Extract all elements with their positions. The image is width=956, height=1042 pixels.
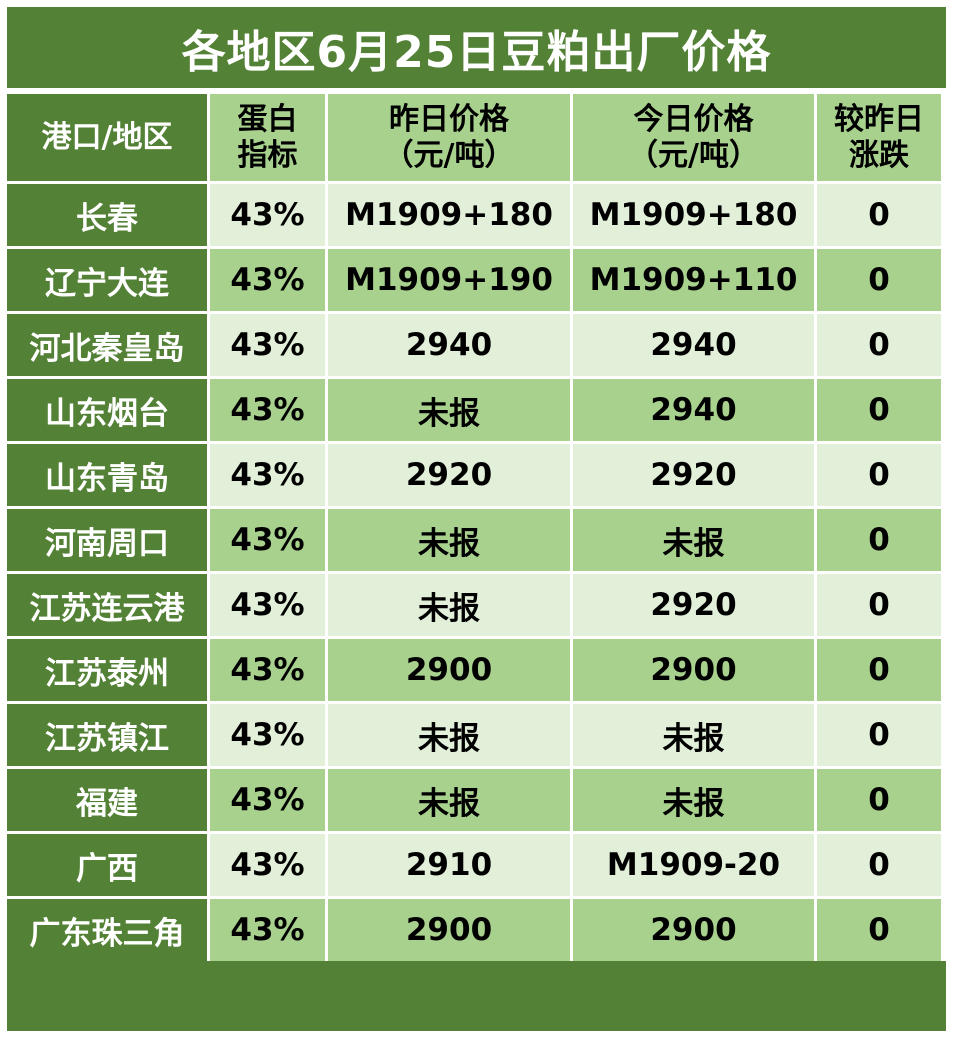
- today-price-cell: 2920: [573, 444, 814, 506]
- change-cell: 0: [817, 574, 941, 636]
- price-table: 港口/地区 蛋白 指标 昨日价格 （元/吨） 今日价格 （元/吨） 较昨日 涨跌…: [4, 91, 944, 964]
- yesterday-price-cell: 未报: [328, 379, 570, 441]
- today-price-cell: 2940: [573, 314, 814, 376]
- today-price-cell: 2940: [573, 379, 814, 441]
- table-row: 河北秦皇岛 43% 2940 2940 0: [7, 314, 941, 376]
- region-cell: 江苏镇江: [7, 704, 207, 766]
- table-row: 山东烟台 43% 未报 2940 0: [7, 379, 941, 441]
- yesterday-price-cell: 未报: [328, 574, 570, 636]
- today-price-cell: 2900: [573, 899, 814, 961]
- region-cell: 河南周口: [7, 509, 207, 571]
- yesterday-price-cell: 未报: [328, 509, 570, 571]
- yesterday-price-cell: M1909+190: [328, 249, 570, 311]
- change-cell: 0: [817, 769, 941, 831]
- column-header-yesterday-price: 昨日价格 （元/吨）: [328, 94, 570, 181]
- region-cell: 辽宁大连: [7, 249, 207, 311]
- yesterday-price-cell: 2940: [328, 314, 570, 376]
- table-row: 山东青岛 43% 2920 2920 0: [7, 444, 941, 506]
- yesterday-price-cell: 未报: [328, 769, 570, 831]
- change-cell: 0: [817, 379, 941, 441]
- table-row: 广东珠三角 43% 2900 2900 0: [7, 899, 941, 961]
- today-price-cell: 2920: [573, 574, 814, 636]
- today-price-cell: 2900: [573, 639, 814, 701]
- today-price-cell: 未报: [573, 704, 814, 766]
- change-cell: 0: [817, 899, 941, 961]
- yesterday-price-cell: 2900: [328, 899, 570, 961]
- region-cell: 广东珠三角: [7, 899, 207, 961]
- change-cell: 0: [817, 249, 941, 311]
- table-row: 长春 43% M1909+180 M1909+180 0: [7, 184, 941, 246]
- column-header-region: 港口/地区: [7, 94, 207, 181]
- table-row: 福建 43% 未报 未报 0: [7, 769, 941, 831]
- change-cell: 0: [817, 834, 941, 896]
- table-row: 河南周口 43% 未报 未报 0: [7, 509, 941, 571]
- region-cell: 山东烟台: [7, 379, 207, 441]
- region-cell: 广西: [7, 834, 207, 896]
- region-cell: 山东青岛: [7, 444, 207, 506]
- footer-bar: [7, 961, 946, 1031]
- today-price-cell: M1909+180: [573, 184, 814, 246]
- page-title: 各地区6月25日豆粕出厂价格: [7, 7, 946, 88]
- today-price-cell: M1909-20: [573, 834, 814, 896]
- protein-cell: 43%: [210, 509, 325, 571]
- protein-cell: 43%: [210, 834, 325, 896]
- protein-cell: 43%: [210, 639, 325, 701]
- yesterday-price-cell: M1909+180: [328, 184, 570, 246]
- today-price-cell: 未报: [573, 769, 814, 831]
- yesterday-price-cell: 未报: [328, 704, 570, 766]
- column-header-change: 较昨日 涨跌: [817, 94, 941, 181]
- yesterday-price-cell: 2920: [328, 444, 570, 506]
- change-cell: 0: [817, 184, 941, 246]
- yesterday-price-cell: 2910: [328, 834, 570, 896]
- protein-cell: 43%: [210, 314, 325, 376]
- change-cell: 0: [817, 704, 941, 766]
- change-cell: 0: [817, 444, 941, 506]
- yesterday-price-cell: 2900: [328, 639, 570, 701]
- change-cell: 0: [817, 509, 941, 571]
- region-cell: 福建: [7, 769, 207, 831]
- protein-cell: 43%: [210, 704, 325, 766]
- protein-cell: 43%: [210, 899, 325, 961]
- protein-cell: 43%: [210, 769, 325, 831]
- table-row: 江苏泰州 43% 2900 2900 0: [7, 639, 941, 701]
- protein-cell: 43%: [210, 444, 325, 506]
- region-cell: 江苏连云港: [7, 574, 207, 636]
- table-row: 辽宁大连 43% M1909+190 M1909+110 0: [7, 249, 941, 311]
- table-row: 江苏镇江 43% 未报 未报 0: [7, 704, 941, 766]
- column-header-today-price: 今日价格 （元/吨）: [573, 94, 814, 181]
- region-cell: 河北秦皇岛: [7, 314, 207, 376]
- table-row: 江苏连云港 43% 未报 2920 0: [7, 574, 941, 636]
- table-header-row: 港口/地区 蛋白 指标 昨日价格 （元/吨） 今日价格 （元/吨） 较昨日 涨跌: [7, 94, 941, 181]
- protein-cell: 43%: [210, 379, 325, 441]
- table-row: 广西 43% 2910 M1909-20 0: [7, 834, 941, 896]
- protein-cell: 43%: [210, 574, 325, 636]
- region-cell: 江苏泰州: [7, 639, 207, 701]
- today-price-cell: M1909+110: [573, 249, 814, 311]
- region-cell: 长春: [7, 184, 207, 246]
- change-cell: 0: [817, 639, 941, 701]
- column-header-protein: 蛋白 指标: [210, 94, 325, 181]
- change-cell: 0: [817, 314, 941, 376]
- today-price-cell: 未报: [573, 509, 814, 571]
- protein-cell: 43%: [210, 249, 325, 311]
- protein-cell: 43%: [210, 184, 325, 246]
